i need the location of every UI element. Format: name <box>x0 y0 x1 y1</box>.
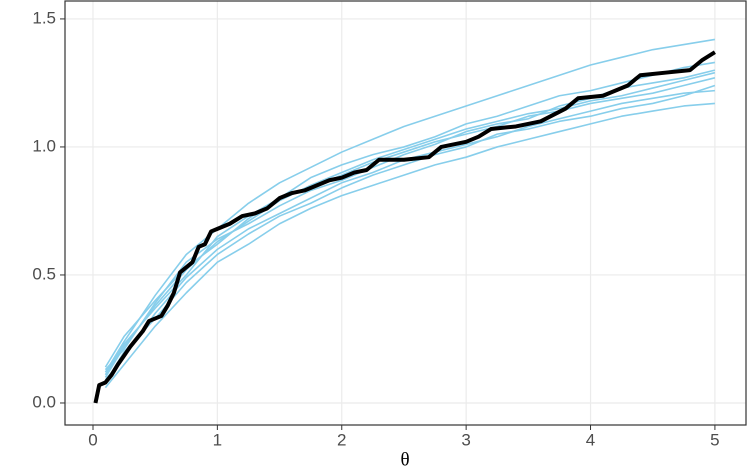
series-line <box>104 89 715 381</box>
y-tick-label: 0.5 <box>32 264 56 283</box>
series-line <box>104 102 715 389</box>
y-tick-label: 0.0 <box>32 392 56 411</box>
x-tick-label: 0 <box>88 430 97 449</box>
x-tick-label: 3 <box>461 430 470 449</box>
x-tick-label: 2 <box>337 430 346 449</box>
series-line <box>104 84 716 383</box>
series-line <box>93 50 716 404</box>
x-tick-label: 1 <box>213 430 222 449</box>
x-axis-label: θ <box>400 449 409 470</box>
x-tick-label: 5 <box>710 430 719 449</box>
panel-border <box>64 0 747 426</box>
series-line <box>104 77 716 376</box>
series-line <box>104 71 716 378</box>
y-tick-label: 1.5 <box>32 8 56 27</box>
series-line <box>104 61 716 368</box>
y-tick-label: 1.0 <box>32 136 56 155</box>
x-tick-label: 4 <box>586 430 595 449</box>
series-line <box>104 38 716 373</box>
series-line <box>104 69 716 371</box>
